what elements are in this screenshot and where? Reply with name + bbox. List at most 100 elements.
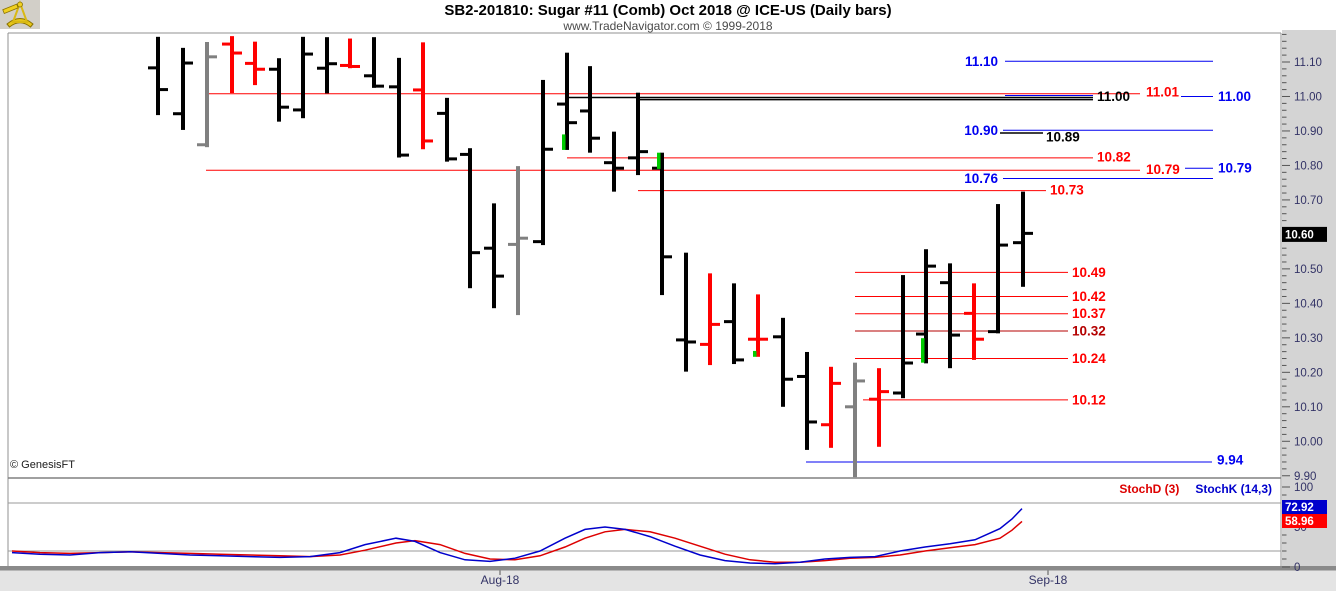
bar-range [492,203,496,309]
open-tick [317,66,325,70]
stochastic-legend: StochD (3) StochK (14,3) [1119,482,1272,496]
open-tick [700,342,708,346]
ohlc-bar [964,283,984,360]
price-level-label: 10.73 [1050,182,1084,197]
price-axis-label: 10.00 [1294,436,1323,448]
bottom-divider [0,566,1336,571]
ohlc-bars [148,36,1033,478]
open-tick [533,240,541,244]
close-tick [833,381,841,385]
right-axis-strip[interactable] [1282,30,1336,566]
open-tick [340,63,348,67]
price-axis: 11.10 11.00 10.90 10.80 10.70 10.50 10.40 10.30… [1282,33,1327,483]
stoch-axis-label: 100 [1294,482,1313,494]
stochd-value-box [1282,514,1327,528]
close-tick [305,52,313,56]
bar-range [636,92,640,176]
bar-range [253,41,257,86]
price-level-label: 10.82 [1097,150,1131,165]
open-tick [197,143,205,147]
open-tick [245,61,253,65]
open-tick [389,85,397,89]
close-tick [449,157,457,161]
annotation-lines [206,60,1213,463]
bar-range [156,36,160,116]
stochk-legend-label[interactable]: StochK (14,3) [1195,482,1272,496]
close-tick [1025,231,1033,235]
price-level-label: 10.49 [1072,265,1106,280]
stochk-line [11,508,1023,565]
bar-range [588,66,592,153]
price-level-label: 10.42 [1072,289,1106,304]
close-tick [329,62,337,66]
price-level-label: 10.79 [1218,160,1252,175]
ohlc-bar [916,249,936,364]
open-tick [557,102,565,106]
date-axis-strip[interactable] [0,570,1336,591]
close-tick [352,64,360,68]
annotation-labels: 11.10 11.00 11.01 11.00 10.90 10.89 10.82 10.79… [964,54,1252,468]
open-tick [222,42,230,46]
open-tick [508,242,516,246]
close-tick [905,361,913,365]
close-tick [785,377,793,381]
bar-range [230,36,234,94]
current-price-value: 10.60 [1285,229,1314,241]
open-tick [652,166,660,170]
bar-range [612,131,616,192]
price-level-label: 10.76 [964,171,998,186]
ohlc-bar [700,273,720,366]
ohlc-bar [364,37,384,88]
bar-range [853,362,857,478]
ohlc-bar [940,263,960,369]
price-axis-label: 9.90 [1294,471,1316,483]
price-axis-label: 10.10 [1294,402,1323,414]
open-tick [797,374,805,378]
price-level-label: 10.37 [1072,306,1106,321]
chart-title: SB2-201810: Sugar #11 (Comb) Oct 2018 @ … [444,2,892,19]
open-tick [676,338,684,342]
ohlc-bar [748,294,768,357]
ohlc-bar [269,58,289,122]
price-level-label: 11.10 [965,54,998,69]
open-tick [460,152,468,156]
price-level-label: 11.00 [1218,89,1251,104]
close-tick [809,420,817,424]
stochd-legend-label[interactable]: StochD (3) [1119,482,1180,496]
chart-subtitle: www.TradeNavigator.com © 1999-2018 [563,19,773,33]
bar-range [996,204,1000,334]
ohlc-bar [340,38,360,69]
open-tick [964,311,972,315]
bar-range [516,166,520,316]
close-tick [545,147,553,151]
open-tick [413,88,421,92]
close-tick [592,136,600,140]
stochk-value-box [1282,500,1327,514]
bar-range [372,37,376,88]
open-tick [1013,241,1021,245]
price-axis-label: 11.00 [1294,91,1322,103]
date-axis-label: Sep-18 [1029,573,1068,587]
ohlc-bar [676,252,696,372]
bar-range [805,351,809,450]
close-tick [281,105,289,109]
bar-range [468,148,472,289]
close-tick [976,337,984,341]
close-tick [569,121,577,125]
price-level-label: 10.32 [1072,323,1106,338]
genesisft-logo-icon [0,0,40,29]
bar-range [924,249,928,364]
price-axis-label: 11.10 [1294,57,1322,69]
bar-range [205,42,209,148]
ohlc-bar [389,57,409,158]
open-tick [845,405,853,409]
ohlc-bar [869,368,889,447]
stochd-line [11,520,1023,563]
price-level-label: 10.90 [964,123,998,138]
bar-range [565,52,569,150]
price-axis-label: 10.30 [1294,333,1323,345]
ohlc-bar [197,42,217,148]
price-axis-label: 10.80 [1294,160,1323,172]
ohlc-bar [413,42,433,150]
